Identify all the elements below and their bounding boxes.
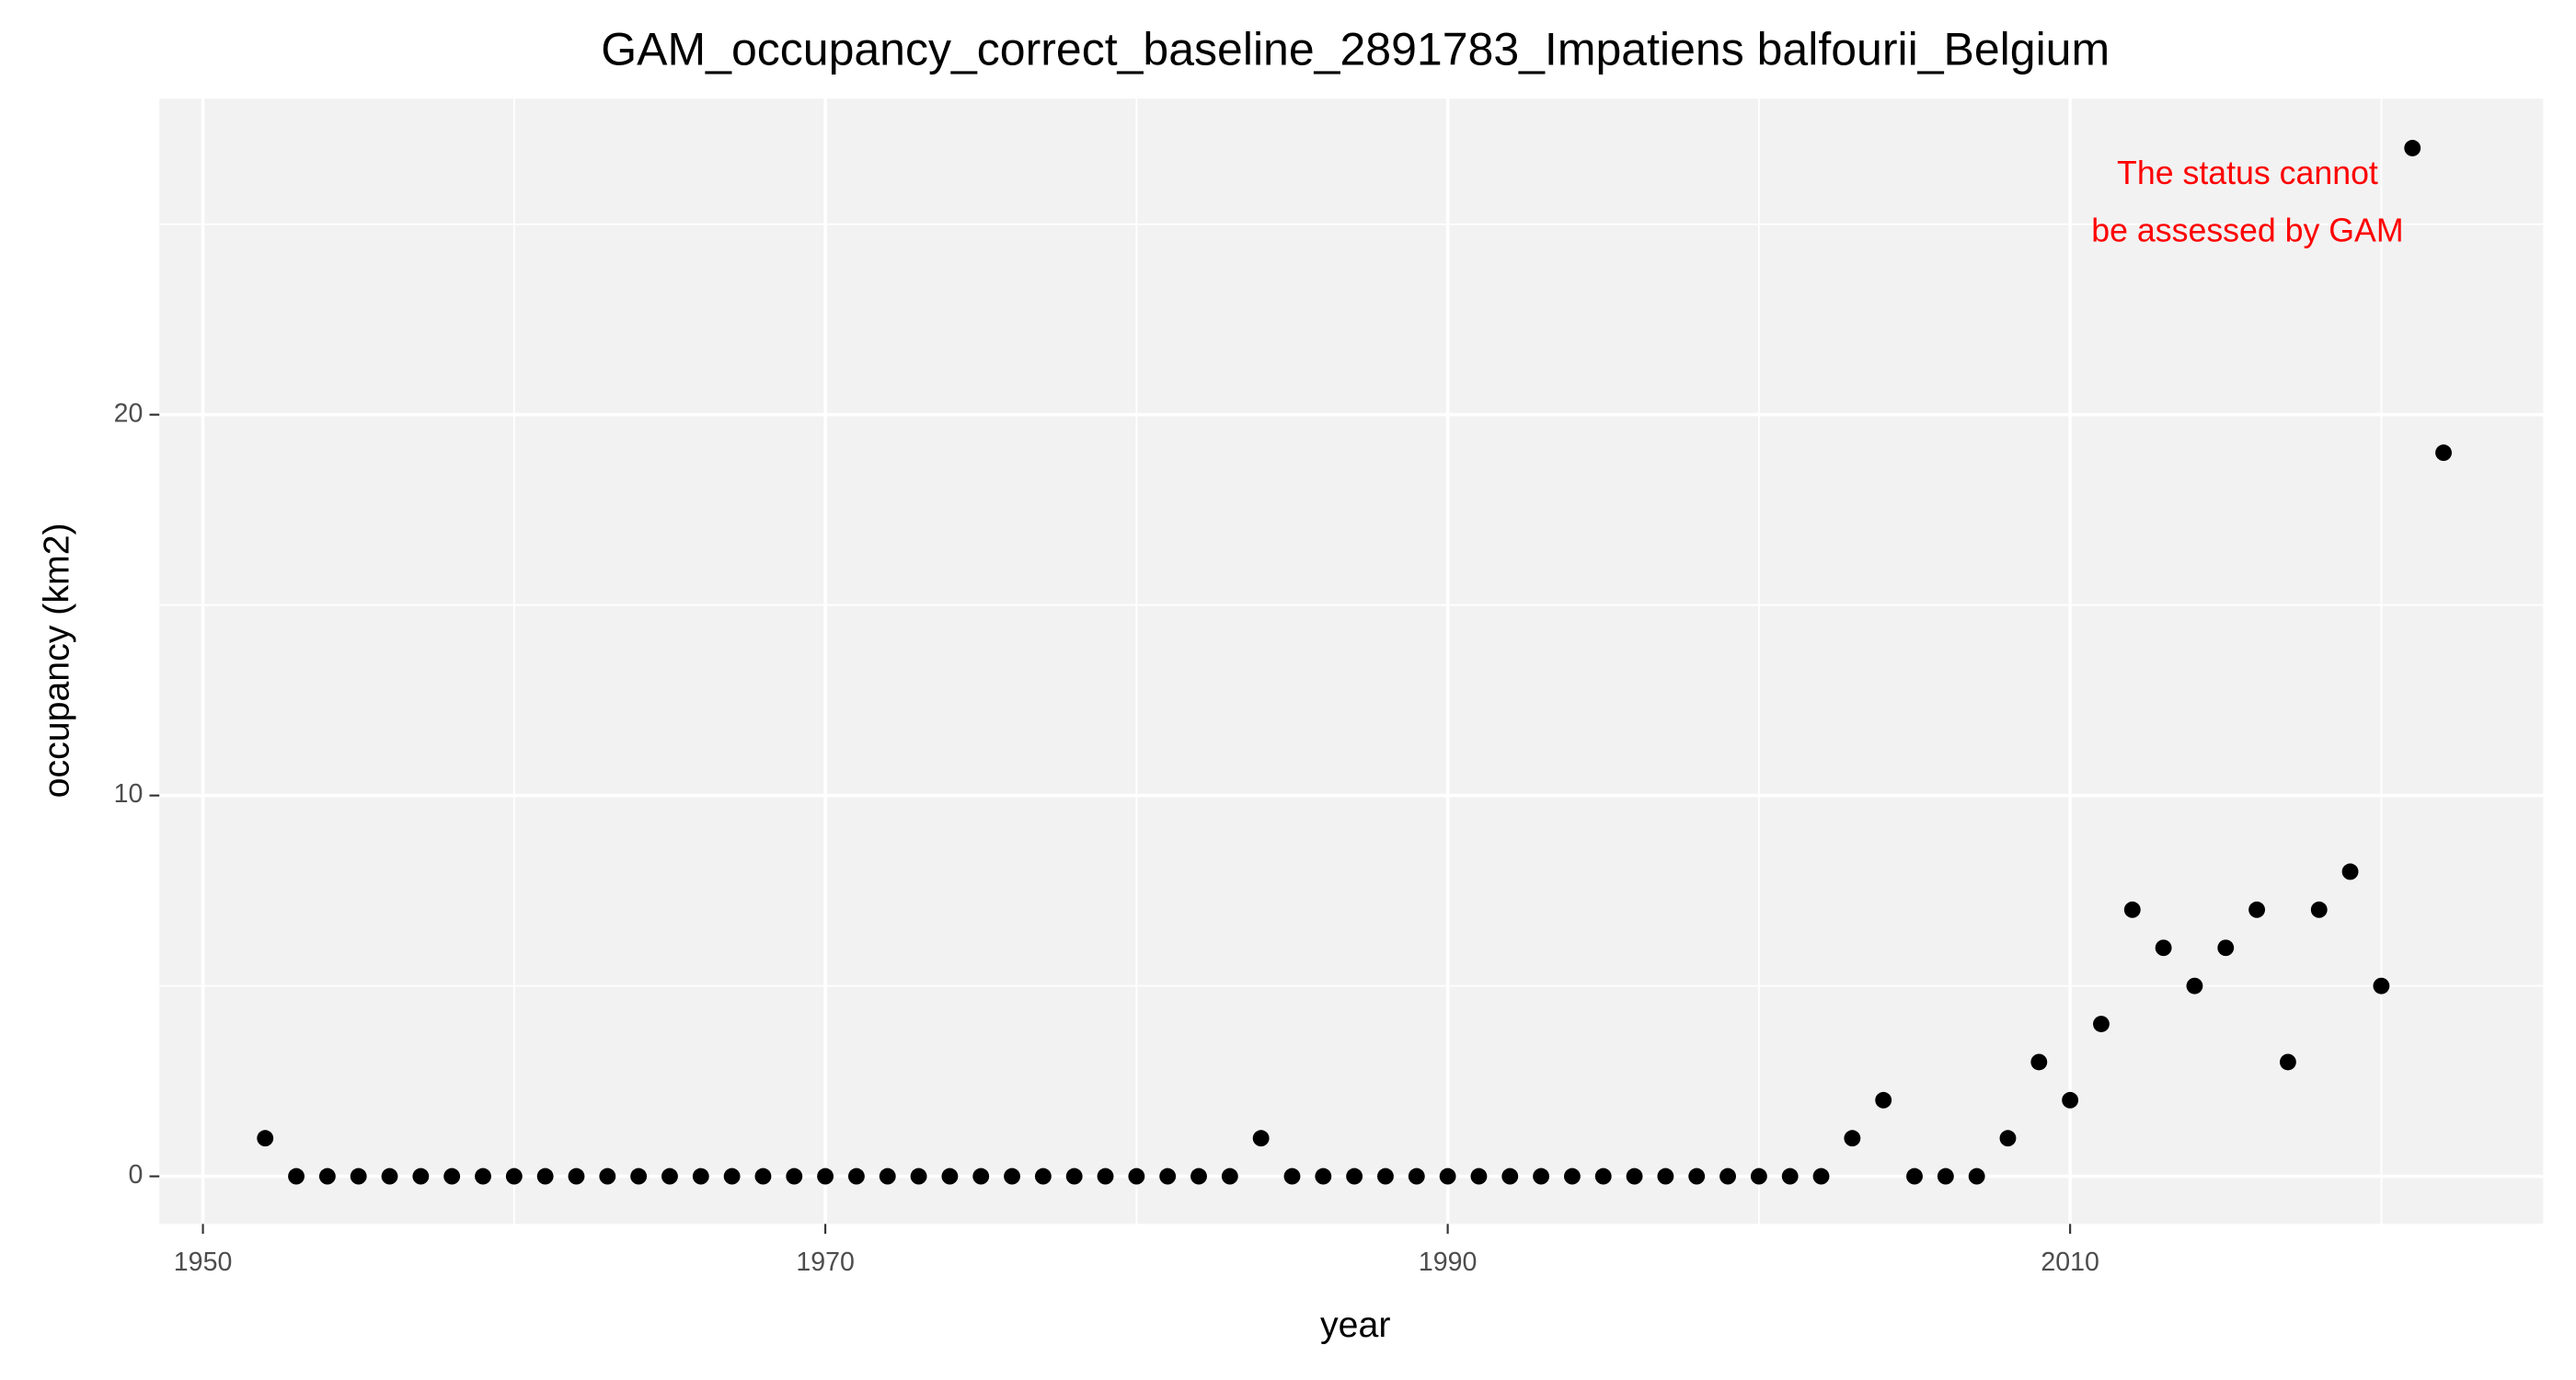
data-point — [1999, 1130, 2017, 1147]
data-point — [1968, 1167, 1985, 1185]
data-point — [2062, 1091, 2079, 1109]
data-point — [381, 1167, 398, 1185]
data-point — [1937, 1167, 1954, 1185]
data-point — [817, 1167, 834, 1185]
data-point — [1563, 1167, 1581, 1185]
data-point — [879, 1167, 896, 1185]
data-point — [1283, 1167, 1301, 1185]
data-point — [1906, 1167, 1923, 1185]
data-point — [536, 1167, 554, 1185]
data-point — [1128, 1167, 1145, 1185]
data-point — [599, 1167, 616, 1185]
data-point — [723, 1167, 741, 1185]
data-point — [2248, 901, 2266, 918]
annotation: be assessed by GAM — [2091, 213, 2403, 249]
data-point — [661, 1167, 678, 1185]
data-point — [1252, 1130, 1270, 1147]
data-point — [941, 1167, 959, 1185]
x-tick-label: 1970 — [796, 1248, 855, 1277]
data-point — [2373, 977, 2390, 995]
data-point — [2123, 901, 2141, 918]
data-point — [288, 1167, 305, 1185]
plot-panel — [159, 98, 2544, 1225]
data-point — [630, 1167, 648, 1185]
annotation: The status cannot — [2117, 155, 2378, 191]
data-point — [2093, 1016, 2110, 1032]
data-point — [847, 1167, 865, 1185]
data-point — [1439, 1167, 1456, 1185]
data-point — [2155, 939, 2172, 957]
data-point — [1501, 1167, 1519, 1185]
data-point — [1470, 1167, 1488, 1185]
data-point — [412, 1167, 430, 1185]
chart-title: GAM_occupancy_correct_baseline_2891783_I… — [601, 23, 2110, 75]
data-point — [2435, 444, 2452, 462]
data-point — [1315, 1167, 1332, 1185]
data-point — [1221, 1167, 1238, 1185]
data-point — [1781, 1167, 1799, 1185]
x-tick-label: 1990 — [1419, 1248, 1478, 1277]
data-point — [1346, 1167, 1363, 1185]
data-point — [1004, 1167, 1020, 1185]
data-point — [1190, 1167, 1207, 1185]
data-point — [1034, 1167, 1052, 1185]
data-point — [2279, 1053, 2296, 1071]
data-point — [1097, 1167, 1114, 1185]
data-point — [1688, 1167, 1706, 1185]
data-point — [505, 1167, 523, 1185]
y-tick-label: 10 — [114, 779, 144, 809]
y-axis-label: occupancy (km2) — [37, 523, 77, 798]
data-point — [443, 1167, 461, 1185]
data-point — [257, 1130, 274, 1147]
data-point — [754, 1167, 772, 1185]
data-point — [568, 1167, 585, 1185]
data-point — [786, 1167, 803, 1185]
data-point — [475, 1167, 491, 1185]
data-point — [1408, 1167, 1425, 1185]
data-point — [692, 1167, 709, 1185]
data-point — [1844, 1130, 1861, 1147]
data-point — [1812, 1167, 1830, 1185]
x-tick-label: 1950 — [174, 1248, 233, 1277]
x-tick-label: 2010 — [2041, 1248, 2099, 1277]
data-point — [350, 1167, 367, 1185]
data-point — [1159, 1167, 1177, 1185]
data-point — [2341, 863, 2359, 880]
data-point — [318, 1167, 336, 1185]
data-point — [2404, 140, 2421, 156]
data-point — [1626, 1167, 1643, 1185]
x-axis-label: year — [1320, 1305, 1390, 1345]
y-tick-label: 0 — [128, 1160, 143, 1190]
data-point — [1875, 1091, 1892, 1109]
data-point — [2310, 901, 2328, 918]
data-point — [1750, 1167, 1767, 1185]
data-point — [1719, 1167, 1736, 1185]
data-point — [1065, 1167, 1083, 1185]
data-point — [1594, 1167, 1612, 1185]
data-point — [1377, 1167, 1394, 1185]
data-point — [910, 1167, 927, 1185]
data-point — [2030, 1053, 2048, 1071]
data-point — [2186, 977, 2203, 995]
data-point — [2217, 939, 2235, 957]
data-point — [972, 1167, 990, 1185]
data-point — [1533, 1167, 1550, 1185]
data-point — [1657, 1167, 1674, 1185]
y-tick-label: 20 — [114, 398, 144, 428]
